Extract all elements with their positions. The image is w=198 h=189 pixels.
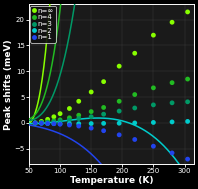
Point	[77, 114, 80, 117]
Point	[90, 115, 93, 118]
Point	[40, 121, 43, 124]
Point	[118, 110, 121, 113]
Point	[58, 112, 62, 115]
Point	[34, 122, 37, 125]
Point	[77, 125, 80, 128]
Point	[52, 122, 55, 125]
Point	[68, 124, 71, 127]
Point	[40, 120, 43, 123]
Point	[170, 120, 174, 123]
Point	[77, 100, 80, 103]
Point	[46, 118, 49, 121]
Point	[186, 100, 189, 103]
Point	[118, 100, 121, 103]
Point	[46, 120, 49, 123]
Point	[152, 121, 155, 124]
Point	[52, 115, 55, 118]
Point	[90, 110, 93, 113]
Point	[52, 119, 55, 122]
Point	[102, 80, 105, 83]
Point	[102, 113, 105, 116]
Point	[58, 120, 62, 123]
Point	[34, 122, 37, 125]
Point	[118, 122, 121, 125]
Point	[152, 86, 155, 89]
Legend: n=∞, n=4, n=3, n=2, n=1: n=∞, n=4, n=3, n=2, n=1	[30, 5, 56, 43]
Y-axis label: Peak shifts (meV): Peak shifts (meV)	[4, 39, 13, 129]
Point	[34, 122, 37, 125]
Point	[170, 21, 174, 24]
Point	[186, 158, 189, 161]
Point	[68, 107, 71, 110]
Point	[34, 122, 37, 125]
Point	[68, 116, 71, 119]
Point	[118, 65, 121, 68]
Point	[90, 122, 93, 125]
Point	[186, 120, 189, 123]
X-axis label: Temperature (K): Temperature (K)	[70, 176, 153, 185]
Point	[133, 93, 136, 96]
Point	[58, 118, 62, 121]
Point	[133, 106, 136, 109]
Point	[90, 127, 93, 130]
Point	[133, 122, 136, 125]
Point	[170, 81, 174, 84]
Point	[46, 122, 49, 125]
Point	[40, 122, 43, 125]
Point	[133, 138, 136, 141]
Point	[68, 122, 71, 125]
Point	[152, 145, 155, 148]
Point	[52, 120, 55, 123]
Point	[58, 123, 62, 126]
Point	[46, 121, 49, 124]
Point	[186, 10, 189, 13]
Point	[90, 91, 93, 94]
Point	[46, 122, 49, 125]
Point	[40, 122, 43, 125]
Point	[77, 122, 80, 125]
Point	[102, 106, 105, 109]
Point	[152, 103, 155, 106]
Point	[133, 52, 136, 55]
Point	[170, 151, 174, 154]
Point	[40, 121, 43, 124]
Point	[118, 133, 121, 136]
Point	[34, 122, 37, 125]
Point	[58, 122, 62, 125]
Point	[152, 34, 155, 37]
Point	[102, 129, 105, 132]
Point	[186, 77, 189, 81]
Point	[77, 117, 80, 120]
Point	[52, 122, 55, 125]
Point	[102, 122, 105, 125]
Point	[68, 119, 71, 122]
Point	[170, 101, 174, 104]
